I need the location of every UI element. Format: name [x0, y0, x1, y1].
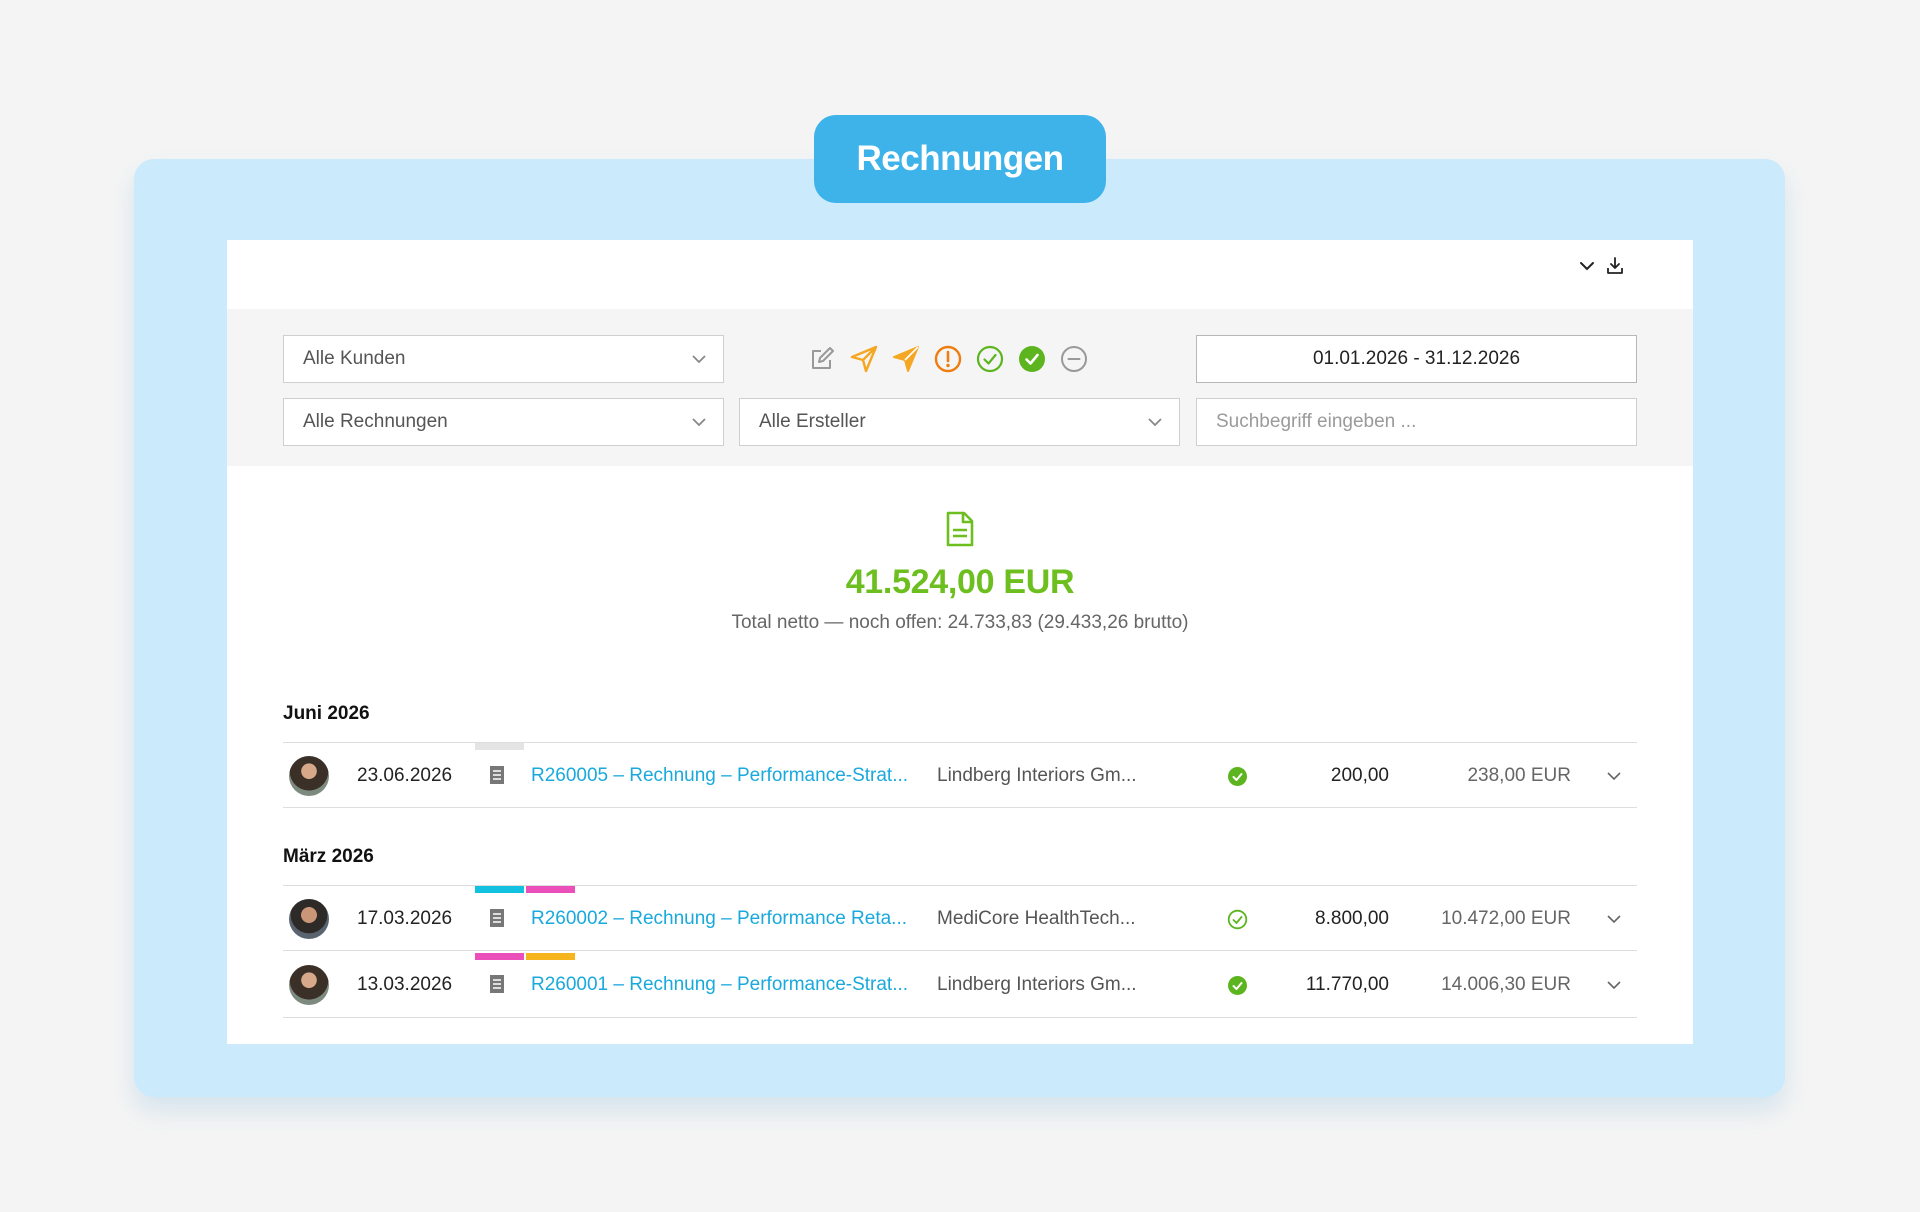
- tag-grey: [475, 743, 524, 750]
- tag-pink: [475, 953, 524, 960]
- table-row[interactable]: 23.06.2026 R260005 – Rechnung – Performa…: [283, 742, 1637, 808]
- panel-actions: [1575, 254, 1627, 278]
- customer-select-value: Alle Kunden: [303, 348, 406, 369]
- row-net: 200,00: [1330, 765, 1389, 786]
- row-gross: 14.006,30 EUR: [1441, 974, 1571, 995]
- total-amount: 41.524,00 EUR: [845, 563, 1075, 601]
- date-range-value: 01.01.2026 - 31.12.2026: [1312, 348, 1521, 369]
- avatar: [289, 965, 329, 1005]
- chevron-down-icon: [1148, 418, 1162, 427]
- row-client: Lindberg Interiors Gm...: [937, 765, 1137, 786]
- paid-filled-icon: [1228, 767, 1247, 786]
- row-tags: [475, 886, 575, 893]
- chevron-down-icon[interactable]: [1605, 976, 1623, 994]
- receipt-icon: [490, 909, 504, 927]
- table-row[interactable]: 17.03.2026 R260002 – Rechnung – Performa…: [283, 885, 1637, 951]
- document-icon: [946, 511, 974, 547]
- chevron-down-icon: [692, 418, 706, 427]
- chevron-down-icon: [692, 355, 706, 364]
- table-row[interactable]: 13.03.2026 R260001 – Rechnung – Performa…: [283, 952, 1637, 1018]
- total-subtitle: Total netto — noch offen: 24.733,83 (29.…: [731, 612, 1189, 633]
- chevron-down-icon[interactable]: [1605, 767, 1623, 785]
- avatar: [289, 756, 329, 796]
- tag-cyan: [475, 886, 524, 893]
- sent-filled-icon[interactable]: [890, 344, 921, 375]
- avatar: [289, 899, 329, 939]
- creator-select[interactable]: Alle Ersteller: [739, 398, 1180, 446]
- chevron-down-icon[interactable]: [1605, 910, 1623, 928]
- date-range-field[interactable]: 01.01.2026 - 31.12.2026: [1196, 335, 1637, 383]
- row-tags: [475, 743, 524, 750]
- creator-select-value: Alle Ersteller: [759, 411, 866, 432]
- receipt-icon: [490, 975, 504, 993]
- paid-filled-icon[interactable]: [1016, 344, 1047, 375]
- paid-outline-icon[interactable]: [974, 344, 1005, 375]
- row-net: 8.800,00: [1315, 908, 1389, 929]
- edit-icon[interactable]: [806, 344, 837, 375]
- chevron-down-icon[interactable]: [1575, 254, 1599, 278]
- invoice-link[interactable]: R260001 – Rechnung – Performance-Strat..…: [531, 974, 909, 995]
- invoice-panel: Alle Kunden: [227, 240, 1693, 1044]
- search-placeholder: Suchbegriff eingeben ...: [1216, 411, 1417, 432]
- row-date: 13.03.2026: [357, 974, 453, 995]
- cancelled-icon[interactable]: [1058, 344, 1089, 375]
- search-input[interactable]: Suchbegriff eingeben ...: [1196, 398, 1637, 446]
- summary: 41.524,00 EUR Total netto — noch offen: …: [227, 510, 1693, 634]
- invoice-link[interactable]: R260002 – Rechnung – Performance Reta...: [531, 908, 908, 929]
- download-icon[interactable]: [1603, 254, 1627, 278]
- send-icon[interactable]: [848, 344, 879, 375]
- row-date: 23.06.2026: [357, 765, 453, 786]
- tag-pink: [526, 886, 575, 893]
- row-tags: [475, 953, 575, 960]
- invoice-link[interactable]: R260005 – Rechnung – Performance-Strat..…: [531, 765, 909, 786]
- invoice-select-value: Alle Rechnungen: [303, 411, 448, 432]
- row-net: 11.770,00: [1305, 974, 1389, 995]
- month-heading: Juni 2026: [283, 703, 370, 724]
- row-gross: 10.472,00 EUR: [1441, 908, 1571, 929]
- tag-orange: [526, 953, 575, 960]
- paid-outline-icon: [1227, 909, 1248, 930]
- page-title: Rechnungen: [814, 115, 1106, 203]
- receipt-icon: [490, 766, 504, 784]
- row-gross: 238,00 EUR: [1467, 765, 1571, 786]
- overdue-icon[interactable]: [932, 344, 963, 375]
- month-heading: März 2026: [283, 846, 374, 867]
- row-client: Lindberg Interiors Gm...: [937, 974, 1137, 995]
- paid-filled-icon: [1228, 976, 1247, 995]
- row-date: 17.03.2026: [357, 908, 453, 929]
- customer-select[interactable]: Alle Kunden: [283, 335, 724, 383]
- status-filter-group: [806, 335, 1089, 383]
- row-client: MediCore HealthTech...: [937, 908, 1136, 929]
- invoice-select[interactable]: Alle Rechnungen: [283, 398, 724, 446]
- filter-bar: Alle Kunden: [227, 309, 1693, 466]
